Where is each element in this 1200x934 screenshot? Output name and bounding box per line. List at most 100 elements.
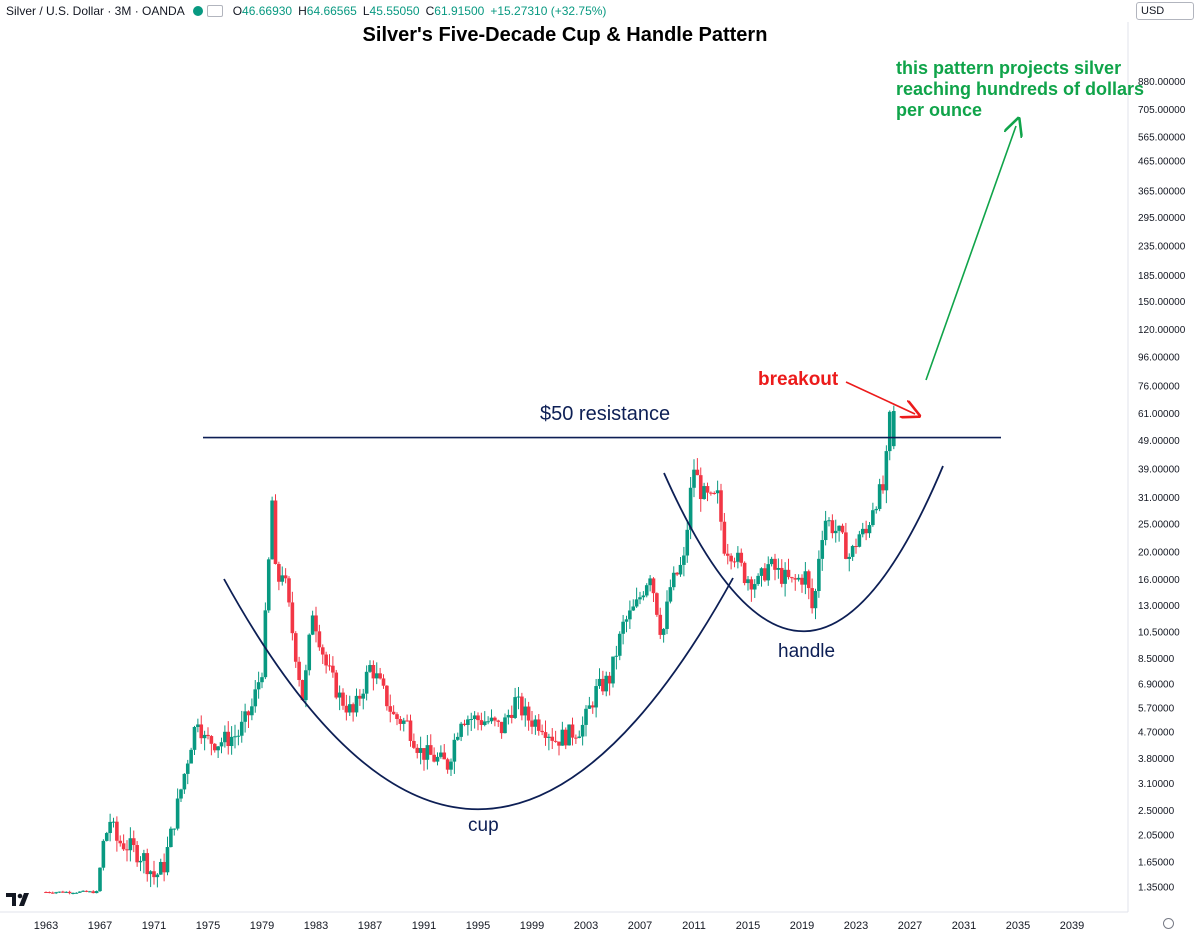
candle-body <box>287 578 291 603</box>
candle-body <box>641 595 646 598</box>
candle-body <box>412 740 416 748</box>
settings-gear-icon[interactable] <box>1163 918 1174 929</box>
candle-body <box>628 610 632 620</box>
price-tick-label: 120.00000 <box>1138 325 1186 336</box>
candle-body <box>47 892 52 894</box>
candle-body <box>212 743 217 751</box>
candle-body <box>850 546 855 557</box>
visibility-icon[interactable] <box>206 5 223 17</box>
candle-body <box>219 742 224 747</box>
candle-body <box>266 559 271 611</box>
candle-body <box>88 891 92 893</box>
candle-body <box>54 892 58 894</box>
candle-body <box>169 828 173 848</box>
candle-body <box>776 567 781 570</box>
candle-body <box>293 633 298 662</box>
time-tick-label: 1991 <box>412 920 436 932</box>
candle-body <box>503 717 507 734</box>
candle-body <box>577 736 582 738</box>
candle-body <box>533 719 538 727</box>
price-tick-label: 8.50000 <box>1138 654 1175 665</box>
candle-body <box>77 891 82 893</box>
candle-body <box>192 726 197 750</box>
candle-body <box>621 621 625 634</box>
candle-body <box>44 892 48 894</box>
candle-body <box>817 558 821 591</box>
time-tick-label: 2015 <box>736 920 760 932</box>
candle-body <box>378 673 382 679</box>
candle-body <box>428 745 433 755</box>
candle-body <box>513 697 517 718</box>
candle-body <box>206 734 210 737</box>
open-value: 46.66930 <box>242 4 293 18</box>
candle-body <box>418 748 423 753</box>
candle-body <box>563 729 568 746</box>
time-tick-label: 2023 <box>844 920 868 932</box>
candle-body <box>712 492 717 494</box>
breakout-label: breakout <box>758 369 839 390</box>
time-tick-label: 1995 <box>466 920 490 932</box>
price-tick-label: 1.65000 <box>1138 857 1175 868</box>
candle-body <box>790 577 794 579</box>
candle-body <box>749 579 754 590</box>
candle-body <box>341 692 345 706</box>
candle-body <box>121 843 126 850</box>
candle-body <box>310 615 315 635</box>
candle-body <box>665 601 669 629</box>
candle-body <box>94 891 99 894</box>
candle-body <box>486 721 490 723</box>
price-tick-label: 39.00000 <box>1138 464 1180 475</box>
candle-body <box>344 705 349 713</box>
close-value: 61.91500 <box>434 4 485 18</box>
candle-body <box>877 484 882 509</box>
candle-body <box>709 492 713 494</box>
time-tick-label: 1971 <box>142 920 166 932</box>
candle-body <box>290 602 295 634</box>
candle-body <box>320 647 325 655</box>
currency-select[interactable]: USD <box>1136 2 1194 20</box>
candle-body <box>361 693 366 699</box>
candle-body <box>425 745 430 760</box>
candle-body <box>337 692 342 698</box>
candle-body <box>786 569 791 578</box>
price-tick-label: 880.00000 <box>1138 77 1186 88</box>
candle-body <box>766 564 771 581</box>
candle-body <box>314 615 318 632</box>
candle-body <box>439 752 443 757</box>
candle-body <box>364 671 369 694</box>
candle-body <box>604 675 609 692</box>
candle-body <box>678 564 683 575</box>
candle-body <box>476 715 480 721</box>
projection-arrow <box>925 126 1016 381</box>
candle-body <box>638 597 642 600</box>
candle-body <box>50 892 55 894</box>
ohlc-values: O46.66930 H64.66565 L45.55050 C61.91500 … <box>233 4 607 18</box>
candle-body <box>408 720 413 741</box>
candle-body <box>415 747 420 753</box>
tradingview-logo[interactable] <box>6 890 32 908</box>
close-label: C <box>425 4 435 18</box>
candle-body <box>358 695 362 699</box>
time-tick-label: 2011 <box>682 920 706 932</box>
price-tick-label: 235.00000 <box>1138 241 1186 252</box>
candle-body <box>736 552 740 562</box>
candle-body <box>833 530 838 534</box>
candle-body <box>553 740 558 742</box>
candle-body <box>702 486 706 500</box>
candle-body <box>884 451 889 491</box>
candle-body <box>698 475 703 500</box>
candle-body <box>435 756 440 762</box>
candle-body <box>756 575 760 585</box>
candle-body <box>624 619 629 622</box>
price-tick-label: 565.00000 <box>1138 132 1186 143</box>
candle-body <box>685 529 690 556</box>
resistance-label: $50 resistance <box>540 403 671 425</box>
candle-body <box>827 520 831 522</box>
handle-label: handle <box>778 641 836 662</box>
symbol-label[interactable]: Silver / U.S. Dollar · 3M · OANDA <box>6 4 185 18</box>
candle-body <box>324 654 328 666</box>
candle-body <box>135 845 139 863</box>
high-label: H <box>298 4 307 18</box>
price-tick-label: 4.70000 <box>1138 727 1175 738</box>
